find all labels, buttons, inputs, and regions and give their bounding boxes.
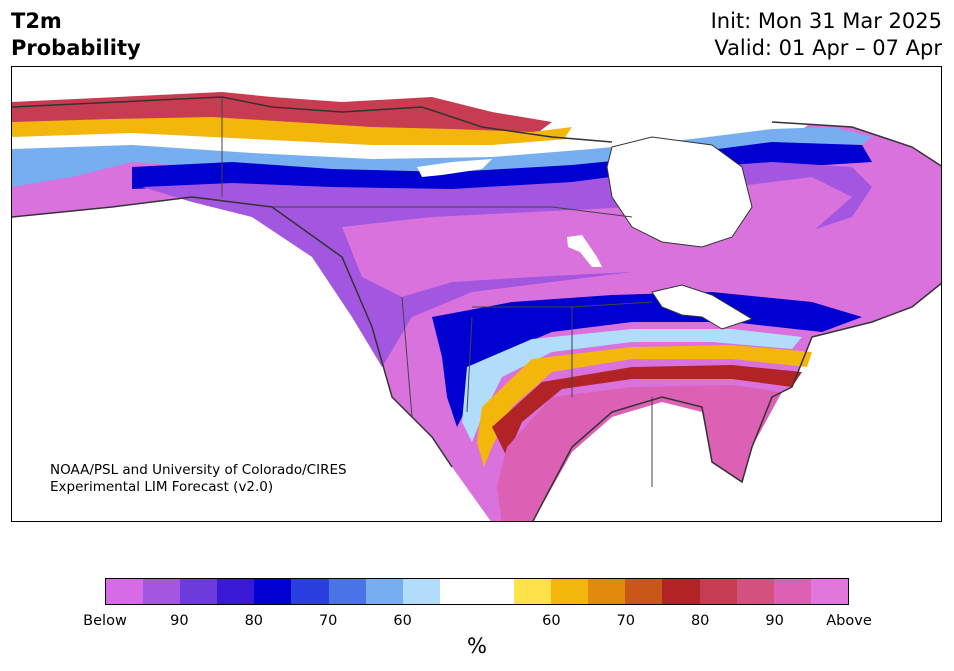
hudson-bay [606,136,753,248]
map-canvas [12,92,941,521]
colorbar-tick-label: Below [83,613,127,629]
valid-date: Valid: 01 Apr – 07 Apr [714,36,942,60]
colorbar-swatch [551,579,589,604]
band-orange [12,117,572,147]
colorbar-swatch [402,579,440,604]
colorbar-swatch [143,579,181,604]
credit-text: NOAA/PSL and University of Colorado/CIRE… [50,462,347,496]
credit-line-1: NOAA/PSL and University of Colorado/CIRE… [50,462,347,478]
title-line-1: T2m [11,9,62,33]
colorbar-swatch [699,579,737,604]
colorbar-tick-label: 90 [765,613,784,629]
colorbar [105,578,849,605]
band-pink-south [497,385,782,521]
colorbar-swatch [291,579,329,604]
band-red-north [12,92,552,137]
colorbar-swatch [476,579,515,604]
colorbar-unit: % [467,634,487,658]
band-blue-central [432,292,862,427]
colorbar-swatch [736,579,774,604]
colorbar-tick-label: Above [826,613,872,629]
colorbar-tick-label: 60 [393,613,412,629]
colorbar-tick-label: 70 [318,613,338,629]
map-title: T2m Probability [11,8,141,62]
colorbar-tick-label: 80 [244,613,264,629]
lake-winnipeg [567,235,602,267]
colorbar-swatch [810,579,848,604]
colorbar-swatch [106,579,144,604]
coastline [12,96,941,521]
colorbar-swatch [439,579,477,604]
country-borders [221,97,653,487]
probability-map: NOAA/PSL and University of Colorado/CIRE… [11,66,942,522]
great-slave-lake [417,159,492,177]
band-lightblue-central [462,329,802,442]
colorbar-tick-label: 80 [690,613,710,629]
colorbar-tick-label: 70 [616,613,636,629]
init-date: Init: Mon 31 Mar 2025 [710,9,942,33]
colorbar-swatch [773,579,811,604]
great-lakes [651,284,754,330]
title-line-2: Probability [11,36,141,60]
colorbar-swatch [180,579,218,604]
colorbar-swatch [254,579,292,604]
colorbar-swatch [588,579,626,604]
credit-line-2: Experimental LIM Forecast (v2.0) [50,479,274,495]
band-orange-central [477,345,812,467]
colorbar-tick-label: 90 [170,613,189,629]
forecast-dates: Init: Mon 31 Mar 2025 Valid: 01 Apr – 07… [711,8,942,62]
colorbar-swatch [514,579,552,604]
colorbar-swatch [328,579,366,604]
colorbar-swatch [217,579,255,604]
colorbar-swatch [365,579,403,604]
colorbar-tick-label: 60 [542,613,561,629]
colorbar-swatch [625,579,663,604]
colorbar-swatch [662,579,700,604]
band-red-central [492,365,802,457]
